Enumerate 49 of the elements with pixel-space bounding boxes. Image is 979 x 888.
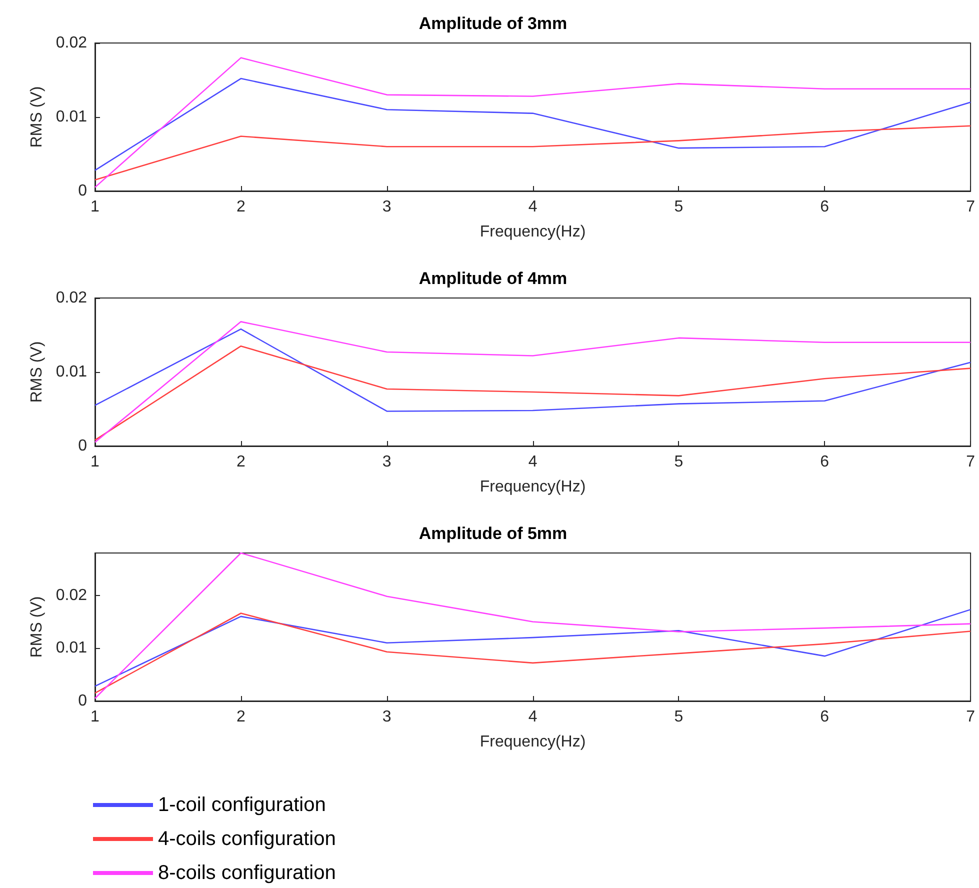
line-series	[94, 552, 972, 700]
x-tick-label: 3	[382, 708, 392, 726]
legend-label: 1-coil configuration	[158, 794, 326, 816]
y-axis-title: RMS (V)	[28, 596, 46, 658]
x-tick-label: 2	[236, 454, 246, 470]
x-axis-title: Frequency(Hz)	[480, 734, 586, 750]
legend-label: 8-coils configuration	[158, 862, 336, 884]
x-tick-label: 5	[674, 708, 684, 726]
x-tick-label: 4	[528, 454, 538, 470]
x-tick-label: 2	[236, 708, 246, 726]
x-tick-label: 5	[674, 198, 684, 216]
line-series	[94, 328, 972, 412]
y-tick-label: 0.02	[56, 586, 88, 604]
x-tick-label: 6	[820, 198, 830, 216]
y-tick-label: 0	[78, 692, 88, 710]
x-tick-label: 1	[90, 198, 100, 216]
x-tick-label: 7	[966, 198, 976, 216]
line-series	[94, 345, 972, 441]
x-tick-label: 1	[90, 708, 100, 726]
x-tick-label: 4	[528, 708, 538, 726]
x-tick-label: 4	[528, 198, 538, 216]
y-tick-label: 0.01	[56, 364, 88, 380]
x-tick-label: 7	[966, 454, 976, 470]
y-tick-label: 0.02	[56, 290, 88, 306]
x-tick-label: 7	[966, 708, 976, 726]
chart-title: Amplitude of 4mm	[418, 269, 568, 288]
x-tick-label: 5	[674, 454, 684, 470]
line-series	[94, 57, 972, 188]
y-tick-label: 0.02	[56, 34, 88, 52]
y-tick-label: 0.01	[56, 108, 88, 126]
chart-title: Amplitude of 3mm	[418, 14, 568, 33]
chart-title: Amplitude of 5mm	[418, 524, 568, 543]
y-axis-title: RMS (V)	[28, 341, 46, 403]
x-axis-title: Frequency(Hz)	[480, 224, 586, 240]
y-tick-label: 0	[78, 182, 88, 200]
x-tick-label: 1	[90, 454, 100, 470]
x-tick-label: 2	[236, 198, 246, 216]
y-axis-title: RMS (V)	[28, 86, 46, 148]
x-tick-label: 6	[820, 454, 830, 470]
x-tick-label: 6	[820, 708, 830, 726]
y-tick-label: 0	[78, 438, 88, 454]
x-tick-label: 3	[382, 198, 392, 216]
y-tick-label: 0.01	[56, 640, 88, 657]
line-series	[94, 321, 972, 443]
line-series	[94, 78, 972, 171]
x-tick-label: 3	[382, 454, 392, 470]
line-series	[94, 125, 972, 181]
x-axis-title: Frequency(Hz)	[480, 478, 586, 496]
legend-label: 4-coils configuration	[158, 828, 336, 850]
